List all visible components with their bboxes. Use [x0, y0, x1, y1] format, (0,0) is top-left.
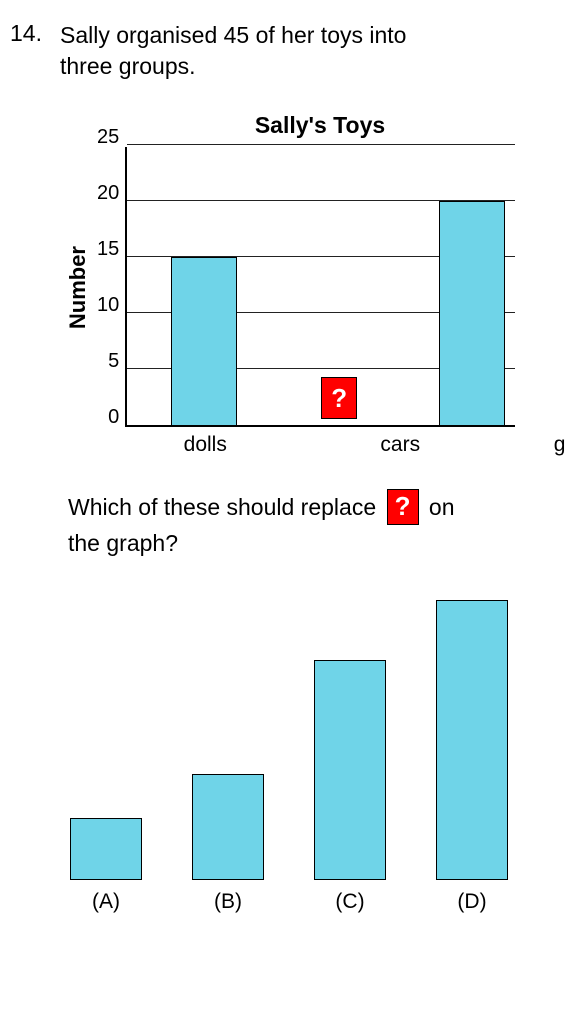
- prompt-text: Which of these should replace ? on the g…: [68, 491, 535, 560]
- option-label: (D): [457, 890, 486, 914]
- prompt-before: Which of these should replace: [68, 494, 376, 520]
- y-tick-label: 5: [108, 350, 119, 372]
- y-tick-label: 15: [97, 238, 119, 260]
- answer-option[interactable]: (B): [192, 774, 264, 914]
- y-tick-label: 25: [97, 126, 119, 148]
- question-mark-icon: ?: [387, 489, 419, 525]
- chart-container: Sally's Toys Number 25 20 15 10 5 0 ? dolls ca…: [65, 112, 535, 457]
- chart-bar: [439, 201, 505, 425]
- y-tick-label: 0: [108, 406, 119, 428]
- y-axis-ticks: 2520151050: [97, 147, 119, 427]
- question-mark-icon: ?: [321, 377, 357, 419]
- answer-option[interactable]: (A): [70, 818, 142, 914]
- option-bar: [436, 600, 508, 880]
- chart-title: Sally's Toys: [105, 112, 535, 139]
- answer-option[interactable]: (C): [314, 660, 386, 914]
- option-bar: [314, 660, 386, 880]
- x-axis-labels: dolls cars games: [125, 433, 565, 457]
- answer-option[interactable]: (D): [436, 600, 508, 914]
- question-line1: Sally organised 45 of her toys into: [60, 22, 406, 48]
- option-label: (C): [335, 890, 364, 914]
- answer-options: (A) (B) (C) (D): [70, 600, 535, 914]
- question-number: 14.: [10, 20, 42, 47]
- option-label: (A): [92, 890, 120, 914]
- prompt-after: on: [429, 494, 455, 520]
- question-row: 14. Sally organised 45 of her toys into …: [10, 20, 535, 82]
- x-tick-label: dolls: [165, 433, 245, 457]
- x-tick-label: games: [545, 433, 565, 457]
- plot-wrapper: ? dolls cars games: [125, 147, 565, 457]
- y-axis-label: Number: [65, 246, 91, 329]
- y-tick-label: 10: [97, 294, 119, 316]
- question-text: Sally organised 45 of her toys into thre…: [60, 20, 406, 82]
- x-tick-label: cars: [360, 433, 440, 457]
- option-label: (B): [214, 890, 242, 914]
- chart-bar: [171, 257, 237, 425]
- question-line2: three groups.: [60, 53, 196, 79]
- y-tick-label: 20: [97, 182, 119, 204]
- option-bar: [70, 818, 142, 880]
- chart-plot: ?: [125, 147, 515, 427]
- option-bar: [192, 774, 264, 880]
- prompt-line2: the graph?: [68, 530, 178, 556]
- chart-area: Number 2520151050 ? dollscarsgames: [65, 147, 535, 457]
- grid-line: [127, 144, 515, 145]
